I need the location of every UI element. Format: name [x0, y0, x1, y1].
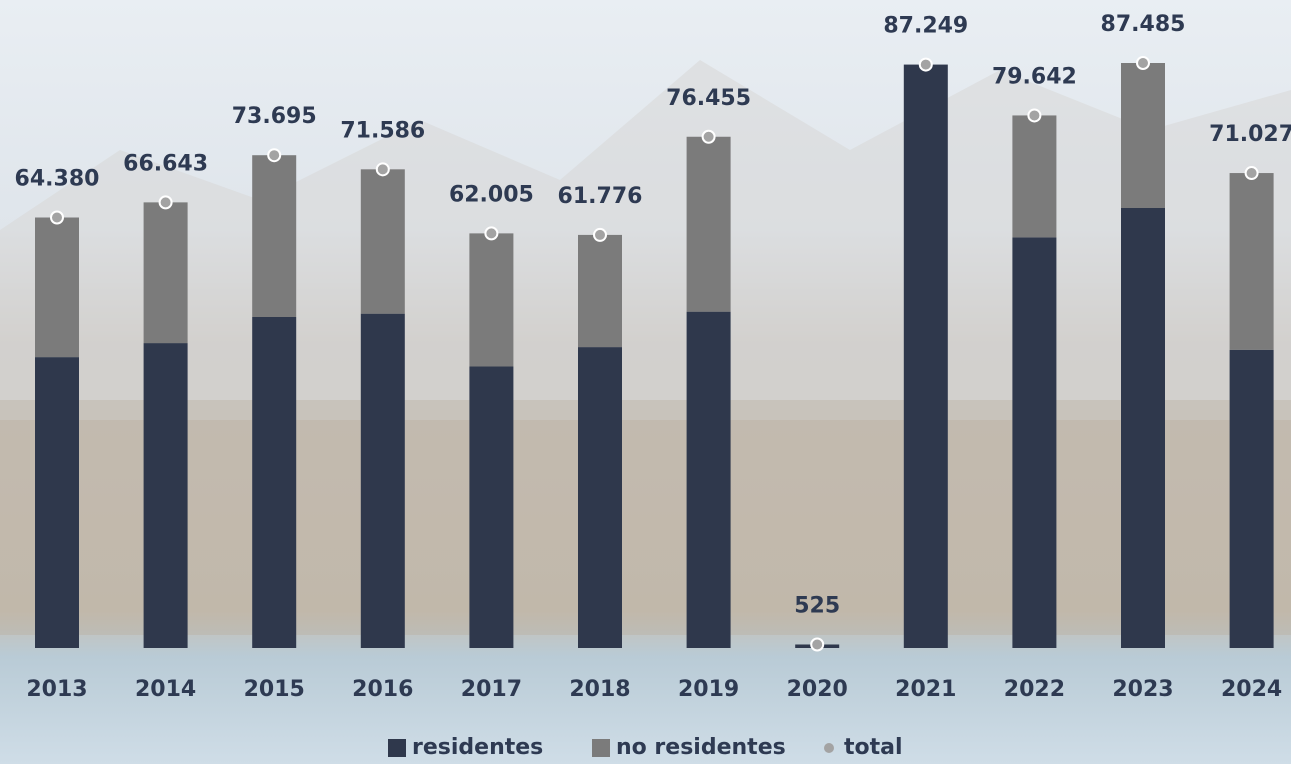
- total-dot: [701, 129, 716, 144]
- total-label: 87.249: [883, 14, 968, 39]
- legend-swatch: [824, 743, 834, 753]
- bar-segment: [469, 366, 514, 648]
- bar-segment: [1121, 63, 1165, 209]
- town: [0, 400, 1291, 635]
- total-label: 71.586: [340, 118, 425, 143]
- x-tick-label: 2018: [569, 677, 630, 702]
- bar-segment: [469, 233, 514, 367]
- total-dot: [593, 227, 607, 242]
- x-tick-label: 2024: [1221, 677, 1282, 702]
- total-dot: [1244, 166, 1259, 181]
- total-dot: [1136, 56, 1150, 70]
- legend-label: no residentes: [616, 735, 786, 760]
- total-label: 71.027: [1209, 122, 1291, 147]
- bar-segment: [903, 64, 948, 648]
- bar-segment: [35, 217, 79, 358]
- total-dot: [375, 162, 390, 177]
- total-dot: [484, 226, 499, 241]
- bar-segment: [360, 169, 405, 314]
- x-tick-label: 2022: [1004, 677, 1065, 702]
- x-tick-label: 2015: [244, 677, 305, 702]
- total-label: 66.643: [123, 151, 208, 176]
- x-tick-label: 2020: [787, 677, 848, 702]
- bar-segment: [686, 136, 731, 312]
- total-dot: [810, 637, 825, 652]
- bar-segment: [360, 313, 405, 648]
- bar-segment: [578, 234, 622, 348]
- total-dot: [1027, 108, 1042, 123]
- total-dot: [267, 148, 282, 163]
- total-label: 61.776: [558, 184, 643, 209]
- x-tick-label: 2021: [895, 677, 956, 702]
- x-tick-label: 2019: [678, 677, 739, 702]
- total-label: 73.695: [232, 104, 317, 129]
- total-dot: [158, 195, 173, 210]
- legend-label: residentes: [412, 735, 543, 760]
- x-tick-label: 2014: [135, 677, 196, 702]
- bar-segment: [143, 343, 188, 648]
- bar-segment: [252, 155, 297, 318]
- total-label: 76.455: [666, 86, 751, 111]
- legend-label: total: [844, 735, 903, 760]
- mountains: [0, 60, 1291, 420]
- bar-segment: [578, 347, 622, 648]
- bar-segment: [1229, 349, 1274, 648]
- total-label: 525: [794, 593, 840, 618]
- bar-segment: [252, 317, 297, 648]
- total-label: 79.642: [992, 64, 1077, 89]
- bar-segment: [686, 311, 731, 648]
- total-label: 62.005: [449, 182, 534, 207]
- x-tick-label: 2016: [352, 677, 413, 702]
- total-label: 87.485: [1101, 12, 1186, 37]
- bar-segment: [143, 202, 188, 344]
- bar-segment: [1229, 173, 1274, 350]
- bar-segment: [1012, 237, 1057, 648]
- total-dot: [918, 57, 933, 72]
- legend-swatch: [388, 739, 406, 757]
- total-dot: [50, 210, 64, 225]
- x-tick-label: 2013: [26, 677, 87, 702]
- total-label: 64.380: [15, 166, 100, 191]
- legend-swatch: [592, 739, 610, 757]
- bar-segment: [1012, 115, 1057, 238]
- x-tick-label: 2023: [1112, 677, 1173, 702]
- x-tick-label: 2017: [461, 677, 522, 702]
- bar-segment: [35, 357, 79, 648]
- bar-segment: [1121, 208, 1165, 648]
